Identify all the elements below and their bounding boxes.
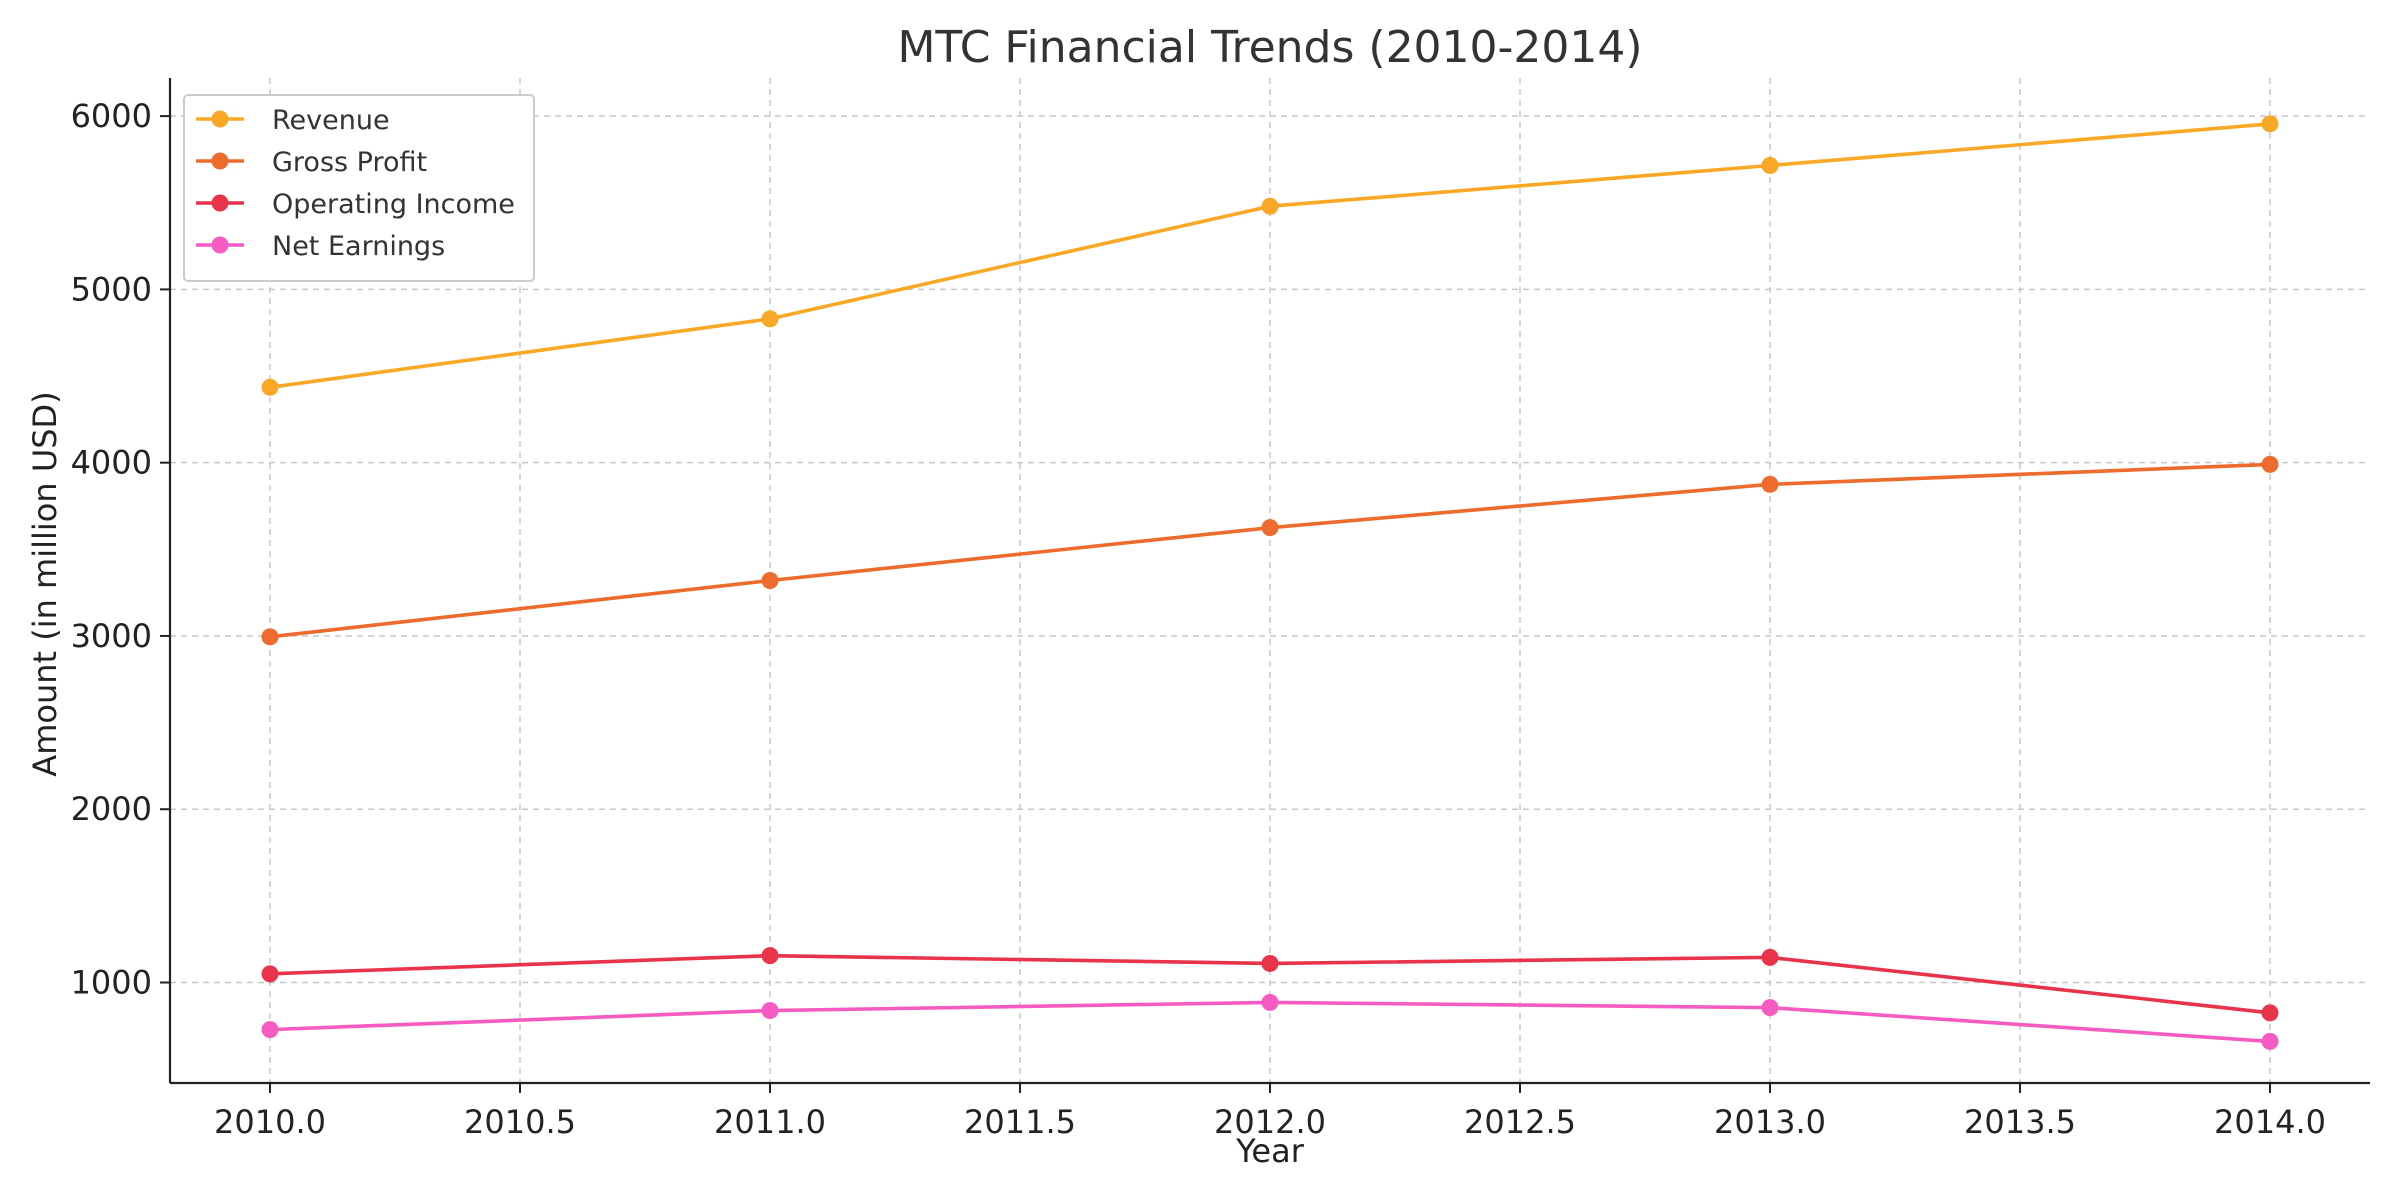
x-tick-label: 2012.5 bbox=[1464, 1103, 1576, 1141]
legend-marker bbox=[211, 110, 229, 128]
net-earnings-series bbox=[261, 993, 2279, 1050]
legend-marker bbox=[211, 152, 229, 170]
x-tick-label: 2010.0 bbox=[214, 1103, 326, 1141]
tick-group: 2010.0 2010.5 2011.0 2011.5 2012.0 2012.5 2013… bbox=[71, 97, 2326, 1141]
y-tick-label: 4000 bbox=[71, 444, 152, 482]
gross-profit-series bbox=[261, 455, 2279, 646]
chart-title: MTC Financial Trends (2010-2014) bbox=[897, 22, 1642, 73]
y-tick-label: 6000 bbox=[71, 97, 152, 135]
legend-item-gross-profit: Gross Profit bbox=[196, 147, 427, 178]
operating-income-point bbox=[761, 947, 779, 965]
series-layer bbox=[261, 115, 2279, 1050]
legend-box bbox=[183, 94, 535, 282]
legend-item-operating-income: Operating Income bbox=[196, 189, 515, 220]
legend-label: Revenue bbox=[272, 105, 390, 136]
legend-label: Gross Profit bbox=[272, 147, 427, 178]
operating-income-series bbox=[261, 947, 2279, 1022]
x-tick-label: 2013.5 bbox=[1964, 1103, 2076, 1141]
legend-item-revenue: Revenue bbox=[196, 105, 390, 136]
gross-profit-point bbox=[761, 572, 779, 589]
x-tick-label: 2011.5 bbox=[964, 1103, 1076, 1141]
x-tick-label: 2012.0 bbox=[1214, 1103, 1326, 1141]
legend-item-net-earnings: Net Earnings bbox=[196, 231, 445, 262]
grid-lines bbox=[170, 78, 2370, 1083]
gross-profit-point bbox=[2261, 455, 2279, 473]
operating-income-point bbox=[261, 965, 279, 983]
x-tick-label: 2010.5 bbox=[464, 1103, 576, 1141]
gross-profit-point bbox=[261, 628, 279, 646]
gross-profit-point bbox=[1761, 475, 1779, 493]
revenue-series bbox=[261, 115, 2279, 396]
operating-income-point bbox=[1261, 954, 1279, 972]
net-earnings-point bbox=[761, 1002, 779, 1020]
legend-marker bbox=[211, 194, 229, 212]
net-earnings-point bbox=[261, 1021, 279, 1039]
x-tick-label: 2013.0 bbox=[1714, 1103, 1826, 1141]
operating-income-point bbox=[1761, 948, 1779, 966]
net-earnings-point bbox=[1261, 993, 1279, 1011]
legend-label: Net Earnings bbox=[272, 231, 445, 262]
y-tick-label: 5000 bbox=[71, 270, 152, 308]
net-earnings-point bbox=[1761, 999, 1779, 1017]
y-tick-label: 1000 bbox=[71, 964, 152, 1002]
legend: Revenue Gross Profit Operating Income Net E… bbox=[183, 94, 535, 282]
legend-marker bbox=[211, 236, 229, 254]
y-tick-label: 2000 bbox=[71, 790, 152, 828]
x-tick-label: 2014.0 bbox=[2214, 1103, 2326, 1141]
revenue-point bbox=[2261, 115, 2279, 133]
x-tick-label: 2011.0 bbox=[714, 1103, 826, 1141]
net-earnings-point bbox=[2261, 1032, 2279, 1050]
y-axis-title: Amount (in million USD) bbox=[26, 391, 64, 776]
y-tick-label: 3000 bbox=[71, 617, 152, 655]
revenue-point bbox=[1261, 197, 1279, 215]
revenue-point bbox=[1761, 157, 1779, 175]
revenue-point bbox=[261, 378, 279, 396]
gross-profit-point bbox=[1261, 519, 1279, 537]
legend-label: Operating Income bbox=[272, 189, 515, 220]
operating-income-point bbox=[2261, 1004, 2279, 1022]
revenue-point bbox=[761, 310, 779, 328]
x-axis-title: Year bbox=[1235, 1132, 1305, 1170]
